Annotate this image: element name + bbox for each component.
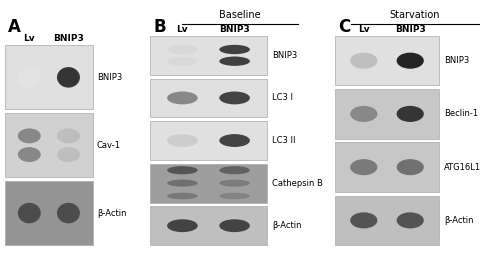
- Ellipse shape: [57, 128, 80, 143]
- Ellipse shape: [18, 67, 41, 88]
- Bar: [150, 36, 267, 75]
- Text: Cav-1: Cav-1: [97, 141, 121, 150]
- Ellipse shape: [220, 219, 250, 232]
- Text: B: B: [154, 18, 166, 36]
- Ellipse shape: [18, 147, 41, 162]
- Bar: [5, 113, 93, 177]
- Text: Baseline: Baseline: [219, 10, 261, 20]
- Text: BNIP3: BNIP3: [395, 25, 426, 34]
- Ellipse shape: [220, 193, 250, 199]
- Text: LC3 I: LC3 I: [272, 93, 293, 102]
- Ellipse shape: [396, 159, 424, 175]
- Ellipse shape: [220, 134, 250, 147]
- Ellipse shape: [167, 166, 198, 174]
- Bar: [150, 121, 267, 160]
- Bar: [335, 36, 439, 86]
- Bar: [5, 181, 93, 245]
- Text: Beclin-1: Beclin-1: [444, 109, 478, 118]
- Text: LC3 II: LC3 II: [272, 136, 296, 145]
- Ellipse shape: [167, 180, 198, 187]
- Text: Lv: Lv: [358, 25, 370, 34]
- Ellipse shape: [350, 159, 378, 175]
- Ellipse shape: [220, 56, 250, 66]
- Text: BNIP3: BNIP3: [53, 34, 84, 43]
- Ellipse shape: [167, 193, 198, 199]
- Ellipse shape: [220, 166, 250, 174]
- Text: BNIP3: BNIP3: [444, 56, 469, 65]
- Bar: [150, 206, 267, 245]
- Text: BNIP3: BNIP3: [219, 25, 250, 34]
- Ellipse shape: [167, 56, 198, 66]
- Text: BNIP3: BNIP3: [272, 51, 297, 60]
- Bar: [150, 79, 267, 117]
- Bar: [150, 164, 267, 203]
- Ellipse shape: [57, 147, 80, 162]
- Text: A: A: [8, 18, 20, 36]
- Ellipse shape: [167, 92, 198, 104]
- Text: C: C: [338, 18, 350, 36]
- Ellipse shape: [220, 180, 250, 187]
- Ellipse shape: [350, 106, 378, 122]
- Ellipse shape: [167, 134, 198, 147]
- Bar: [5, 45, 93, 109]
- Ellipse shape: [396, 53, 424, 69]
- Bar: [335, 89, 439, 139]
- Text: β-Actin: β-Actin: [444, 216, 474, 225]
- Bar: [335, 196, 439, 245]
- Text: Cathepsin B: Cathepsin B: [272, 179, 324, 188]
- Text: ATG16L1: ATG16L1: [444, 163, 481, 172]
- Bar: [335, 142, 439, 192]
- Ellipse shape: [18, 128, 41, 143]
- Text: BNIP3: BNIP3: [97, 73, 122, 82]
- Ellipse shape: [57, 67, 80, 88]
- Text: Lv: Lv: [24, 34, 35, 43]
- Ellipse shape: [18, 203, 41, 223]
- Ellipse shape: [220, 45, 250, 54]
- Ellipse shape: [396, 106, 424, 122]
- Text: Starvation: Starvation: [390, 10, 440, 20]
- Ellipse shape: [167, 219, 198, 232]
- Ellipse shape: [350, 53, 378, 69]
- Ellipse shape: [350, 212, 378, 229]
- Ellipse shape: [220, 92, 250, 104]
- Text: β-Actin: β-Actin: [272, 221, 302, 230]
- Text: Lv: Lv: [176, 25, 188, 34]
- Ellipse shape: [57, 203, 80, 223]
- Ellipse shape: [396, 212, 424, 229]
- Text: β-Actin: β-Actin: [97, 209, 126, 218]
- Ellipse shape: [167, 45, 198, 54]
